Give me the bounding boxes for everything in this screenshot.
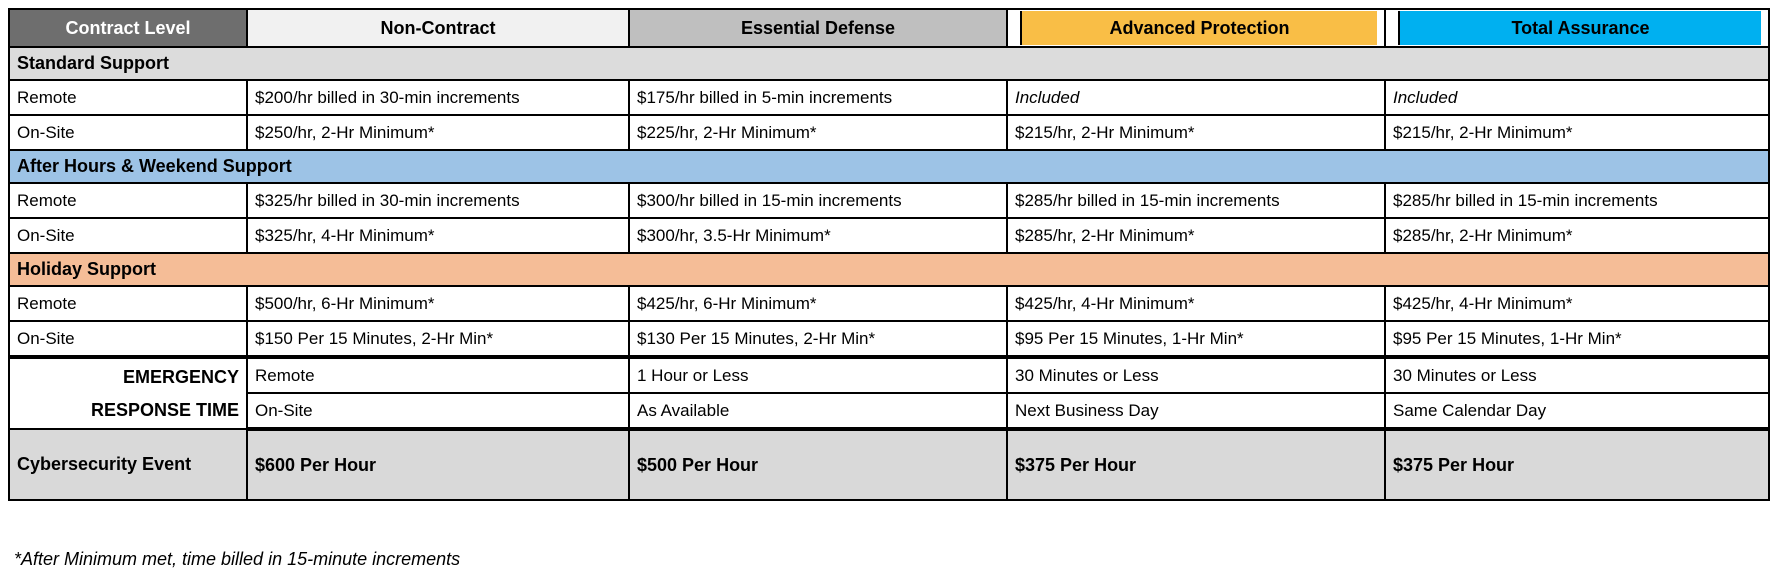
price-cell: $325/hr, 4-Hr Minimum* [246, 217, 630, 254]
response-time-cell: 30 Minutes or Less [1384, 355, 1770, 394]
emergency-row-label: Remote [246, 355, 630, 394]
emergency-response-time-title: EMERGENCY RESPONSE TIME [8, 355, 248, 430]
price-cell: $500/hr, 6-Hr Minimum* [246, 285, 630, 322]
price-cell: $285/hr, 2-Hr Minimum* [1384, 217, 1770, 254]
header-essential-defense: Essential Defense [628, 8, 1008, 48]
pricing-table: Contract Level Non-Contract Essential De… [8, 8, 1770, 501]
price-cell: $200/hr billed in 30-min increments [246, 79, 630, 116]
response-time-cell: 1 Hour or Less [628, 355, 1008, 394]
section-band-standard-support: Standard Support [8, 46, 1770, 81]
header-advanced-protection-label: Advanced Protection [1020, 11, 1377, 45]
emergency-onsite-row: On-Site As Available Next Business Day S… [9, 392, 1770, 431]
row-label: On-Site [8, 114, 248, 151]
row-label: Remote [8, 182, 248, 219]
price-cell: $215/hr, 2-Hr Minimum* [1384, 114, 1770, 151]
table-row: On-Site $250/hr, 2-Hr Minimum* $225/hr, … [8, 114, 1770, 151]
emergency-remote-row: EMERGENCY RESPONSE TIME Remote 1 Hour or… [8, 355, 1770, 430]
price-cell: $600 Per Hour [246, 428, 630, 501]
section-band-after-hours: After Hours & Weekend Support [8, 149, 1770, 184]
section-title: After Hours & Weekend Support [8, 149, 1770, 184]
price-cell: $250/hr, 2-Hr Minimum* [246, 114, 630, 151]
price-cell: $375 Per Hour [1384, 428, 1770, 501]
table-row: Remote $500/hr, 6-Hr Minimum* $425/hr, 6… [8, 285, 1770, 322]
table-row: Remote $200/hr billed in 30-min incremen… [8, 79, 1770, 116]
header-contract-level: Contract Level [8, 8, 248, 48]
response-time-cell: As Available [628, 392, 1008, 431]
section-title: Holiday Support [8, 252, 1770, 287]
price-cell: Included [1384, 79, 1770, 116]
price-cell: $95 Per 15 Minutes, 1-Hr Min* [1006, 320, 1386, 358]
row-label: On-Site [8, 217, 248, 254]
price-cell: $285/hr billed in 15-min increments [1384, 182, 1770, 219]
price-cell: $175/hr billed in 5-min increments [628, 79, 1008, 116]
price-cell: $95 Per 15 Minutes, 1-Hr Min* [1384, 320, 1770, 358]
header-row: Contract Level Non-Contract Essential De… [8, 8, 1770, 48]
emergency-row-label: On-Site [246, 392, 630, 431]
price-cell: $130 Per 15 Minutes, 2-Hr Min* [628, 320, 1008, 358]
price-cell: $285/hr billed in 15-min increments [1006, 182, 1386, 219]
emergency-title-line2: RESPONSE TIME [90, 399, 239, 420]
price-cell: $425/hr, 6-Hr Minimum* [628, 285, 1008, 322]
header-total-assurance: Total Assurance [1384, 8, 1770, 48]
price-cell: $300/hr, 3.5-Hr Minimum* [628, 217, 1008, 254]
table-row: Remote $325/hr billed in 30-min incremen… [8, 182, 1770, 219]
cybersecurity-event-row: Cybersecurity Event $600 Per Hour $500 P… [8, 428, 1770, 501]
emergency-title-line1: EMERGENCY [122, 366, 239, 387]
response-time-cell: Same Calendar Day [1384, 392, 1770, 431]
response-time-cell: 30 Minutes or Less [1006, 355, 1386, 394]
price-cell: $500 Per Hour [628, 428, 1008, 501]
row-label: Cybersecurity Event [8, 428, 248, 501]
response-time-cell: Next Business Day [1006, 392, 1386, 431]
table-row: On-Site $325/hr, 4-Hr Minimum* $300/hr, … [8, 217, 1770, 254]
header-non-contract: Non-Contract [246, 8, 630, 48]
row-label: Remote [8, 79, 248, 116]
header-advanced-protection: Advanced Protection [1006, 8, 1386, 48]
price-cell: $425/hr, 4-Hr Minimum* [1006, 285, 1386, 322]
row-label: On-Site [8, 320, 248, 358]
table-row: On-Site $150 Per 15 Minutes, 2-Hr Min* $… [8, 320, 1770, 358]
section-title: Standard Support [8, 46, 1770, 81]
price-cell: $375 Per Hour [1006, 428, 1386, 501]
header-total-assurance-label: Total Assurance [1398, 11, 1761, 45]
price-cell: Included [1006, 79, 1386, 116]
price-cell: $150 Per 15 Minutes, 2-Hr Min* [246, 320, 630, 358]
price-cell: $300/hr billed in 15-min increments [628, 182, 1008, 219]
footnote: *After Minimum met, time billed in 15-mi… [14, 549, 461, 569]
price-cell: $325/hr billed in 30-min increments [246, 182, 630, 219]
row-label: Remote [8, 285, 248, 322]
price-cell: $215/hr, 2-Hr Minimum* [1006, 114, 1386, 151]
section-band-holiday-support: Holiday Support [8, 252, 1770, 287]
price-cell: $225/hr, 2-Hr Minimum* [628, 114, 1008, 151]
price-cell: $285/hr, 2-Hr Minimum* [1006, 217, 1386, 254]
price-cell: $425/hr, 4-Hr Minimum* [1384, 285, 1770, 322]
